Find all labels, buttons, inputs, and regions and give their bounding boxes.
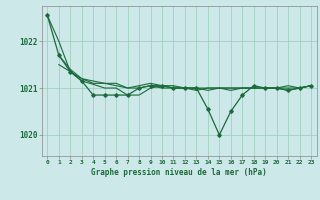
X-axis label: Graphe pression niveau de la mer (hPa): Graphe pression niveau de la mer (hPa) xyxy=(91,168,267,177)
